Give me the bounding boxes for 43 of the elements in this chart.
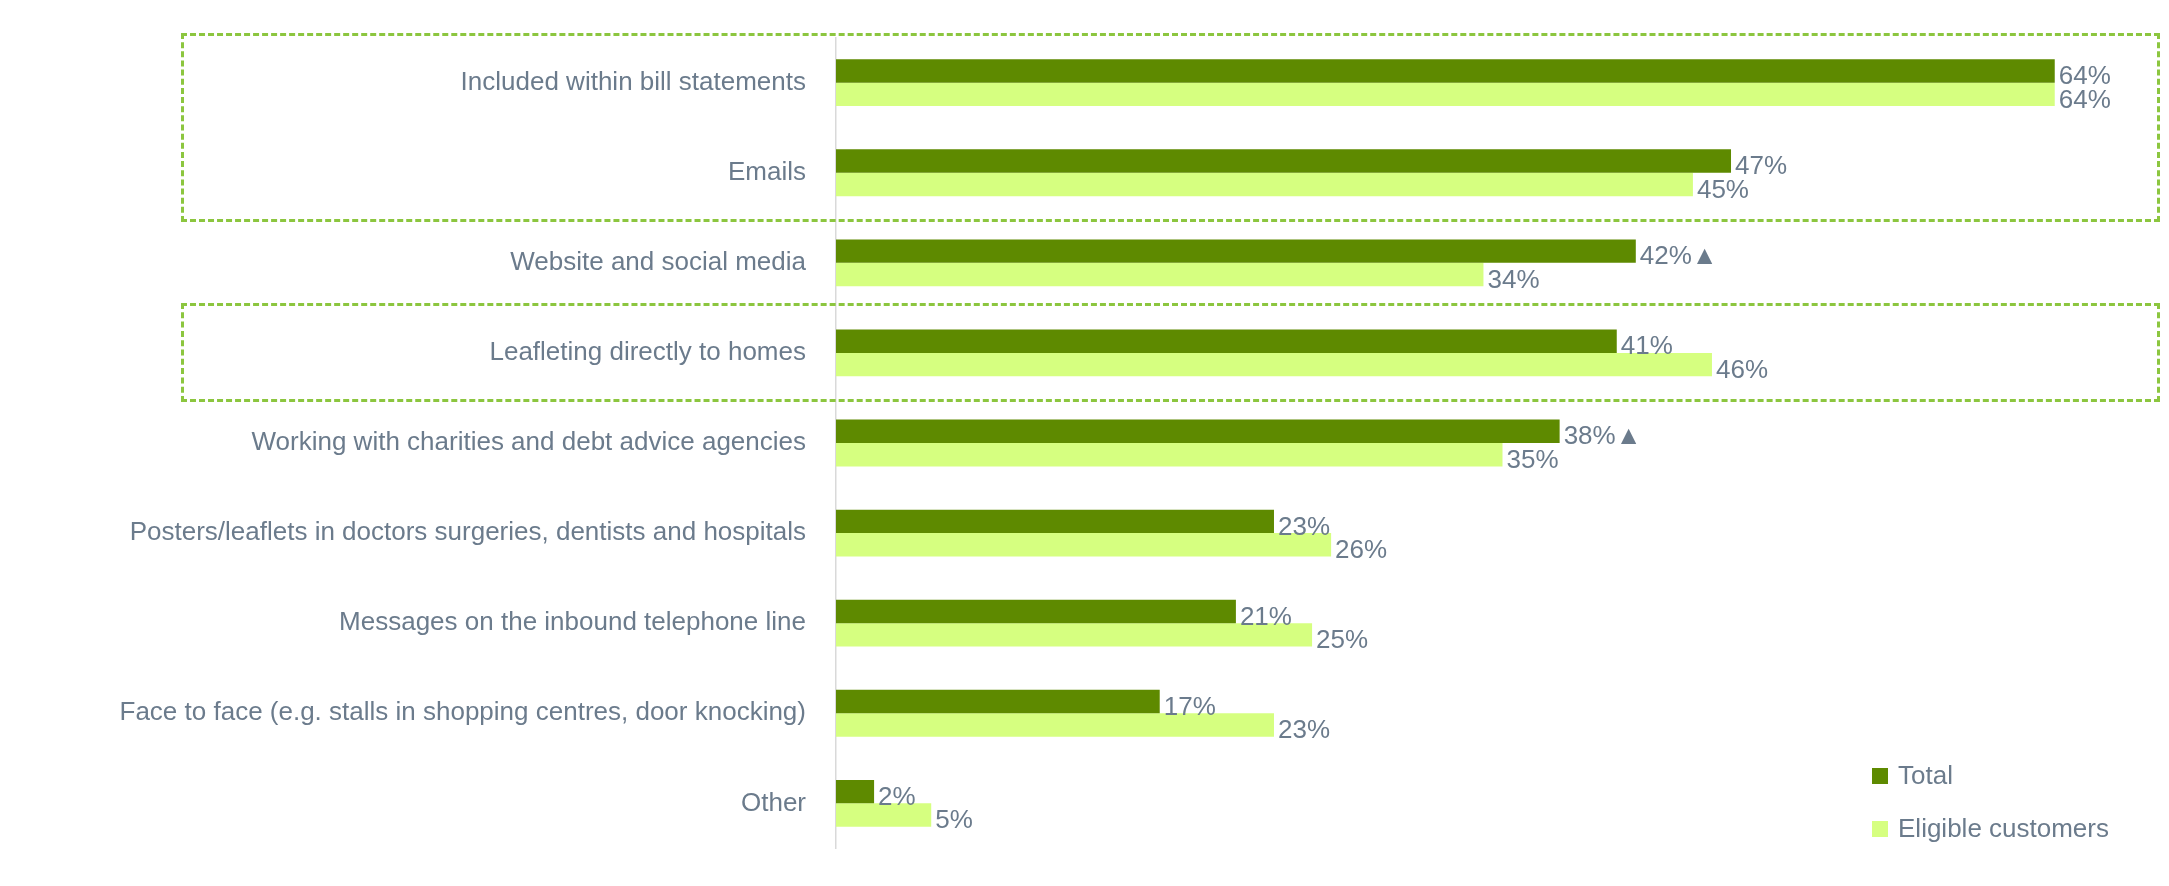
data-label: 2% <box>878 780 916 811</box>
data-label: 35% <box>1506 443 1559 474</box>
data-label: 23% <box>1277 714 1331 745</box>
bar <box>836 803 932 827</box>
bar <box>836 419 1560 443</box>
bar <box>836 59 2055 83</box>
bar <box>836 172 1693 197</box>
bar <box>836 443 1503 467</box>
y-tick-label: Working with charities and debt advice agencies <box>251 426 806 457</box>
data-label: 17% <box>1163 690 1216 721</box>
y-tick-label: Posters/leaflets in doctors surgeries, dentists and hospitals <box>129 516 806 547</box>
data-label: 38%▲ <box>1563 420 1642 451</box>
bar <box>836 82 2055 107</box>
bar <box>836 262 1484 287</box>
y-tick-label: Leafleting directly to homes <box>489 336 806 367</box>
legend-label: Total <box>1898 760 1953 791</box>
y-tick-label: Emails <box>727 155 806 186</box>
y-tick-label: Website and social media <box>510 245 807 276</box>
data-label: 46% <box>1715 353 1769 384</box>
y-tick-label: Other <box>740 786 807 817</box>
bar <box>836 239 1636 263</box>
bar <box>836 509 1274 534</box>
data-label: 23% <box>1277 510 1331 541</box>
bar <box>836 623 1313 647</box>
legend-label: Eligible customers <box>1898 813 2109 844</box>
data-label: 21% <box>1239 600 1292 631</box>
data-label: 25% <box>1316 624 1369 655</box>
bar <box>836 149 1732 173</box>
y-tick-label: Messages on the inbound telephone line <box>339 606 806 637</box>
y-tick-label: Included within bill statements <box>460 65 806 96</box>
bar <box>836 352 1712 377</box>
y-tick-label: Face to face (e.g. stalls in shopping centres, door knocking) <box>119 696 806 727</box>
data-label: 5% <box>935 804 973 835</box>
bar <box>836 713 1274 737</box>
data-label: 41% <box>1620 330 1673 361</box>
data-label: 34% <box>1487 263 1540 294</box>
bar <box>836 689 1160 714</box>
bar <box>836 779 875 804</box>
bar <box>836 599 1236 624</box>
bar <box>836 533 1332 557</box>
bar <box>836 329 1617 353</box>
data-label: 26% <box>1335 533 1388 564</box>
data-label: 42%▲ <box>1639 240 1718 271</box>
